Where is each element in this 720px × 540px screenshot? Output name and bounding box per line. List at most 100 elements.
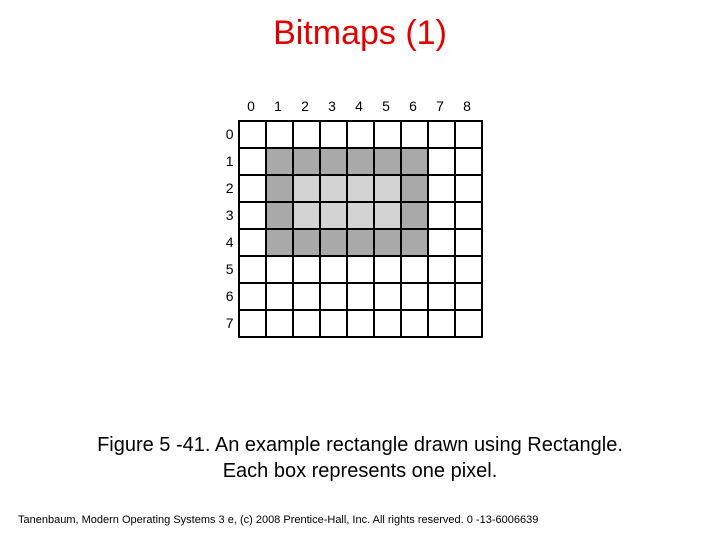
grid-cell	[428, 229, 455, 256]
grid-cell	[455, 283, 482, 310]
caption-line-2: Each box represents one pixel.	[223, 460, 498, 482]
grid-cell	[293, 202, 320, 229]
row-labels: 01234567	[220, 120, 234, 336]
bitmap-grid-wrap: 012345678 01234567	[0, 120, 720, 338]
column-label: 6	[400, 98, 427, 114]
grid-cell	[455, 310, 482, 337]
grid-cell	[374, 148, 401, 175]
grid-cell	[293, 256, 320, 283]
grid-cell	[266, 175, 293, 202]
column-label: 4	[346, 98, 373, 114]
grid-cell	[320, 310, 347, 337]
grid-cell	[428, 148, 455, 175]
grid-cell	[239, 121, 266, 148]
row-label: 3	[220, 201, 234, 228]
grid-cell	[347, 148, 374, 175]
column-label: 8	[454, 98, 481, 114]
grid-cell	[455, 202, 482, 229]
grid-cell	[266, 121, 293, 148]
grid-cell	[455, 256, 482, 283]
column-label: 7	[427, 98, 454, 114]
grid-cell	[239, 310, 266, 337]
grid-cell	[374, 121, 401, 148]
column-label: 1	[265, 98, 292, 114]
grid-cell	[347, 256, 374, 283]
grid-cell	[374, 283, 401, 310]
bitmap-grid	[238, 120, 483, 338]
grid-cell	[320, 121, 347, 148]
bitmap-grid-inner: 012345678 01234567	[238, 120, 483, 338]
row-label: 1	[220, 147, 234, 174]
grid-cell	[455, 121, 482, 148]
grid-cell	[428, 121, 455, 148]
grid-cell	[401, 202, 428, 229]
grid-cell	[239, 229, 266, 256]
grid-cell	[266, 283, 293, 310]
grid-cell	[401, 121, 428, 148]
grid-cell	[401, 256, 428, 283]
grid-cell	[239, 148, 266, 175]
grid-cell	[455, 148, 482, 175]
grid-cell	[347, 202, 374, 229]
grid-cell	[374, 202, 401, 229]
grid-cell	[347, 229, 374, 256]
column-label: 0	[238, 98, 265, 114]
column-label: 5	[373, 98, 400, 114]
grid-cell	[320, 283, 347, 310]
grid-cell	[293, 229, 320, 256]
grid-cell	[320, 256, 347, 283]
column-labels: 012345678	[238, 98, 481, 114]
figure-caption: Figure 5 -41. An example rectangle drawn…	[0, 432, 720, 484]
grid-cell	[347, 175, 374, 202]
grid-cell	[239, 283, 266, 310]
grid-cell	[374, 229, 401, 256]
grid-cell	[347, 121, 374, 148]
grid-cell	[401, 229, 428, 256]
grid-cell	[401, 148, 428, 175]
grid-cell	[428, 310, 455, 337]
grid-cell	[455, 229, 482, 256]
row-label: 6	[220, 282, 234, 309]
grid-cell	[374, 310, 401, 337]
grid-cell	[293, 121, 320, 148]
grid-cell	[293, 175, 320, 202]
row-label: 4	[220, 228, 234, 255]
grid-cell	[347, 310, 374, 337]
row-label: 0	[220, 120, 234, 147]
grid-cell	[401, 283, 428, 310]
grid-cell	[320, 175, 347, 202]
grid-cell	[239, 175, 266, 202]
row-label: 5	[220, 255, 234, 282]
column-label: 3	[319, 98, 346, 114]
column-label: 2	[292, 98, 319, 114]
grid-cell	[266, 310, 293, 337]
grid-cell	[374, 256, 401, 283]
grid-cell	[428, 256, 455, 283]
grid-cell	[266, 256, 293, 283]
grid-cell	[374, 175, 401, 202]
copyright-footer: Tanenbaum, Modern Operating Systems 3 e,…	[18, 514, 538, 526]
grid-cell	[266, 202, 293, 229]
grid-cell	[347, 283, 374, 310]
grid-cell	[266, 148, 293, 175]
grid-cell	[320, 229, 347, 256]
grid-cell	[428, 175, 455, 202]
grid-cell	[401, 175, 428, 202]
grid-cell	[428, 283, 455, 310]
grid-cell	[293, 310, 320, 337]
caption-line-1: Figure 5 -41. An example rectangle drawn…	[97, 434, 623, 456]
grid-cell	[320, 202, 347, 229]
grid-cell	[428, 202, 455, 229]
row-label: 7	[220, 309, 234, 336]
page-title: Bitmaps (1)	[0, 14, 720, 53]
grid-cell	[239, 202, 266, 229]
grid-cell	[266, 229, 293, 256]
grid-cell	[293, 283, 320, 310]
grid-cell	[455, 175, 482, 202]
grid-cell	[401, 310, 428, 337]
grid-cell	[320, 148, 347, 175]
row-label: 2	[220, 174, 234, 201]
grid-cell	[239, 256, 266, 283]
grid-cell	[293, 148, 320, 175]
slide: Bitmaps (1) 012345678 01234567 Figure 5 …	[0, 0, 720, 540]
